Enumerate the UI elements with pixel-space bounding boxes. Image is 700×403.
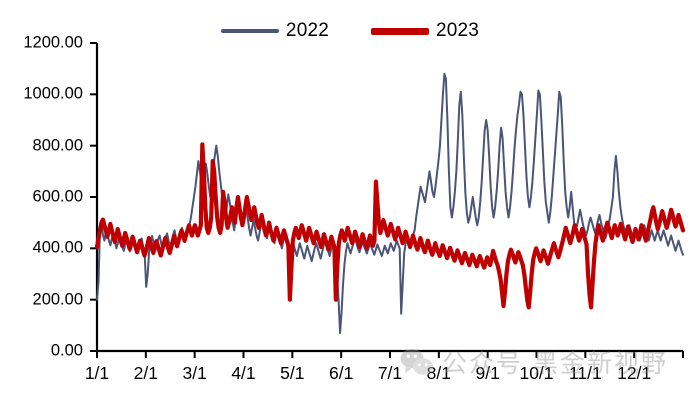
x-axis-tick-label: 6/1: [328, 363, 354, 383]
x-axis-tick-label: 7/1: [377, 363, 403, 383]
y-axis-tick-label: 800.00: [32, 136, 83, 155]
y-axis-tick-label: 1200.00: [23, 33, 83, 52]
y-axis-tick-label: 200.00: [32, 290, 83, 309]
y-axis-tick-label: 0.00: [50, 341, 83, 360]
data-series: [94, 72, 686, 335]
series-line-2022: [96, 72, 684, 335]
x-axis-tick-label: 4/1: [231, 363, 256, 383]
y-axis-tick-label: 400.00: [32, 238, 83, 257]
x-axis-tick-label: 11/1: [568, 363, 602, 383]
x-axis-tick-label: 9/1: [475, 363, 500, 383]
y-axis-tick-label: 600.00: [32, 187, 83, 206]
axes: [90, 42, 684, 358]
x-axis-tick-label: 8/1: [426, 363, 451, 383]
x-axis-tick-label: 1/1: [84, 363, 110, 383]
x-axis-tick-label: 3/1: [182, 363, 207, 383]
x-axis-tick-label: 5/1: [280, 363, 305, 383]
x-axis-tick-label: 12/1: [617, 363, 652, 383]
series-line-2023: [94, 142, 686, 310]
y-axis-tick-label: 1000.00: [23, 84, 83, 103]
x-axis-tick-label: 2/1: [133, 363, 158, 383]
x-axis-tick-label: 10/1: [519, 363, 554, 383]
